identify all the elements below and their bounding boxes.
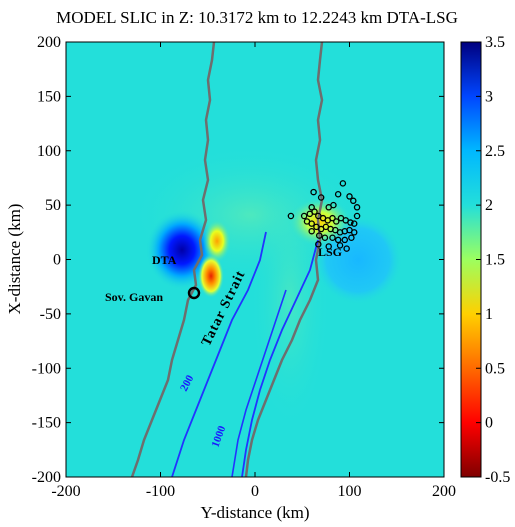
station-marker (317, 194, 325, 201)
colorbar-tick-label: -0.5 (485, 469, 510, 486)
x-tick-label: -200 (51, 483, 80, 500)
station-marker (308, 204, 315, 211)
y-tick-label: 150 (37, 88, 61, 105)
y-axis-label: X-distance (km) (5, 204, 24, 315)
chart-title: MODEL SLIC in Z: 10.3172 km to 12.2243 k… (56, 8, 458, 27)
station-marker (350, 220, 358, 227)
contour-200 (171, 231, 267, 477)
station-marker (353, 204, 361, 211)
station-marker (300, 212, 308, 220)
station-marker (316, 232, 323, 239)
contour-1000 (231, 289, 287, 477)
station-marker (333, 218, 340, 225)
station-marker (353, 212, 361, 220)
anomaly-yellow-north (203, 219, 231, 263)
station-marker (346, 193, 353, 200)
station-marker (343, 245, 350, 252)
colorbar-tick-label: 1 (485, 306, 493, 323)
y-tick-label: 100 (37, 143, 61, 160)
sov-gavan-marker (187, 286, 201, 300)
station-marker (336, 242, 344, 249)
station-marker (334, 236, 342, 244)
colorbar-tick-label: 0 (485, 415, 493, 432)
station-marker (329, 234, 336, 241)
station-marker (287, 212, 295, 220)
y-tick-label: -50 (40, 306, 61, 323)
label-dta: DTA (152, 253, 177, 267)
coastline-west (130, 42, 216, 477)
station-marker (341, 236, 349, 244)
heatmap-area: DTA LSG Sov. Gavan Tatar Strait 200 1000 (66, 42, 444, 477)
colorbar-tick-label: 0.5 (485, 360, 505, 377)
x-tick-label: 200 (432, 483, 456, 500)
y-tick-label: -150 (32, 415, 61, 432)
station-marker (350, 229, 358, 236)
station-marker (330, 201, 337, 209)
y-tick-label: -100 (32, 360, 61, 377)
station-marker (308, 220, 315, 227)
contour-200-east (241, 239, 319, 477)
colorbar-tick-label: 3.5 (485, 34, 505, 51)
station-marker (334, 190, 342, 198)
station-marker (308, 227, 315, 235)
x-tick-label: -100 (146, 483, 175, 500)
y-axis-ticks: 200 150 100 50 0 -50 -100 -150 -200 (32, 34, 444, 486)
anomaly-lsg (288, 197, 352, 247)
station-marker (321, 234, 329, 241)
station-marker (329, 214, 336, 222)
colorbar-tick-label: 2.5 (485, 143, 505, 160)
y-tick-label: 0 (53, 252, 61, 269)
station-marker (347, 219, 354, 226)
station-markers (287, 180, 361, 252)
station-marker (315, 241, 322, 248)
station-marker (325, 243, 332, 250)
colorbar-tick-label: 1.5 (485, 252, 505, 269)
label-lsg: LSG (318, 245, 342, 259)
x-axis-ticks: -200 -100 0 100 200 (51, 42, 456, 500)
station-marker (348, 234, 355, 241)
anomaly-red (198, 254, 224, 298)
station-marker (339, 180, 347, 187)
y-tick-label: -200 (32, 469, 61, 486)
x-axis-label: Y-distance (km) (200, 503, 309, 522)
station-marker (311, 208, 318, 215)
x-tick-label: 100 (338, 483, 362, 500)
label-sov-gavan: Sov. Gavan (105, 290, 163, 304)
y-tick-label: 50 (45, 197, 61, 214)
colorbar-tick-label: 3 (485, 88, 493, 105)
station-marker (310, 188, 317, 196)
station-marker (350, 197, 357, 205)
colorbar-ticks: 3.5 3 2.5 2 1.5 1 0.5 0 -0.5 (476, 34, 510, 486)
x-tick-label: 0 (251, 483, 259, 500)
y-tick-label: 200 (37, 34, 61, 51)
colorbar-tick-label: 2 (485, 197, 493, 214)
coastline-east (244, 42, 324, 477)
